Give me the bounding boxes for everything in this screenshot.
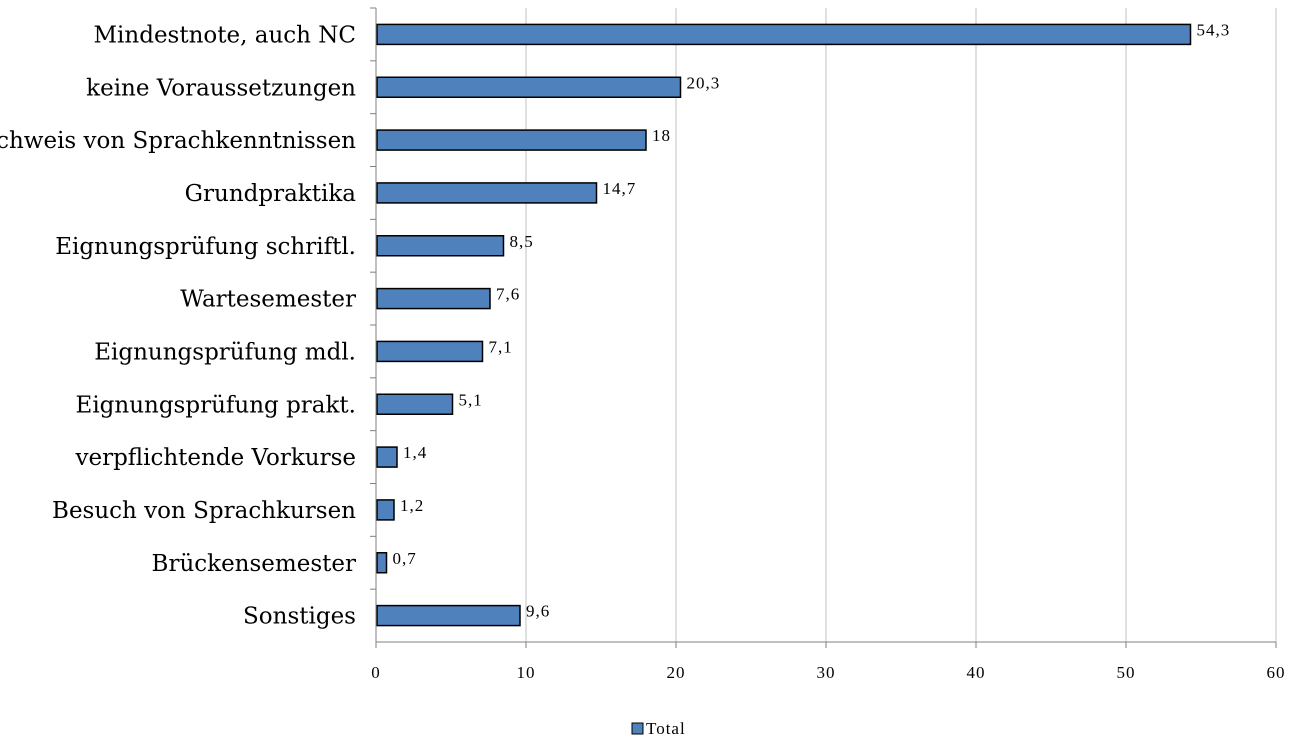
axes: [370, 7, 1277, 648]
data-label: 7,6: [496, 285, 520, 304]
bar: [376, 446, 398, 468]
category-label: Sonstiges: [243, 604, 356, 630]
gridlines: [525, 8, 1277, 642]
bar: [376, 235, 505, 257]
category-label: verpflichtende Vorkurse: [74, 445, 356, 471]
legend: Total: [631, 719, 686, 738]
bar: [376, 182, 598, 204]
legend-label: Total: [646, 719, 686, 738]
data-label: 7,1: [489, 337, 513, 356]
x-tick-label: 50: [1117, 663, 1136, 682]
bar: [376, 129, 647, 151]
x-tick-labels: 0 10 20 30 40 50 60: [371, 663, 1286, 682]
category-label: Eignungsprüfung mdl.: [94, 339, 356, 365]
data-label: 1,2: [400, 496, 424, 515]
x-tick-label: 20: [667, 663, 686, 682]
bar: [376, 499, 395, 521]
category-label: Eignungsprüfung schriftl.: [55, 234, 356, 260]
bar: [376, 552, 388, 574]
data-labels: 54,3 20,3 18 14,7 8,5 7,6 7,1 5,1 1,4 1,2 0,7 9,6: [393, 20, 1231, 621]
data-label: 5,1: [459, 390, 483, 409]
data-label: 8,5: [510, 232, 534, 251]
x-tick-label: 0: [371, 663, 381, 682]
bar: [376, 23, 1192, 46]
category-label: Eignungsprüfung prakt.: [76, 392, 356, 418]
category-label: Brückensemester: [152, 551, 356, 577]
bar: [376, 76, 682, 98]
x-tick-label: 60: [1267, 663, 1286, 682]
data-label: 54,3: [1197, 20, 1231, 39]
bar: [376, 340, 484, 363]
x-tick-label: 40: [967, 663, 986, 682]
legend-swatch: [631, 722, 644, 735]
data-label: 1,4: [403, 443, 427, 462]
category-labels: Mindestnote, auch NC keine Voraussetzunge…: [0, 22, 356, 629]
category-label: keine Voraussetzungen: [86, 75, 356, 101]
x-tick-label: 30: [817, 663, 836, 682]
bar: [376, 287, 491, 310]
bar: [376, 393, 454, 415]
bar: [376, 604, 521, 627]
data-label: 14,7: [603, 179, 637, 198]
data-label: 9,6: [526, 602, 550, 621]
category-label: Besuch von Sprachkursen: [52, 498, 356, 524]
bars: [376, 23, 1192, 627]
category-label: Mindestnote, auch NC: [94, 22, 357, 48]
data-label: 20,3: [687, 73, 721, 92]
data-label: 18: [652, 126, 671, 145]
data-label: 0,7: [393, 549, 417, 568]
category-label: Grundpraktika: [185, 181, 357, 207]
category-label: Wartesemester: [180, 287, 356, 313]
category-label: Nachweis von Sprachkenntnissen: [0, 128, 356, 154]
x-tick-label: 10: [517, 663, 536, 682]
